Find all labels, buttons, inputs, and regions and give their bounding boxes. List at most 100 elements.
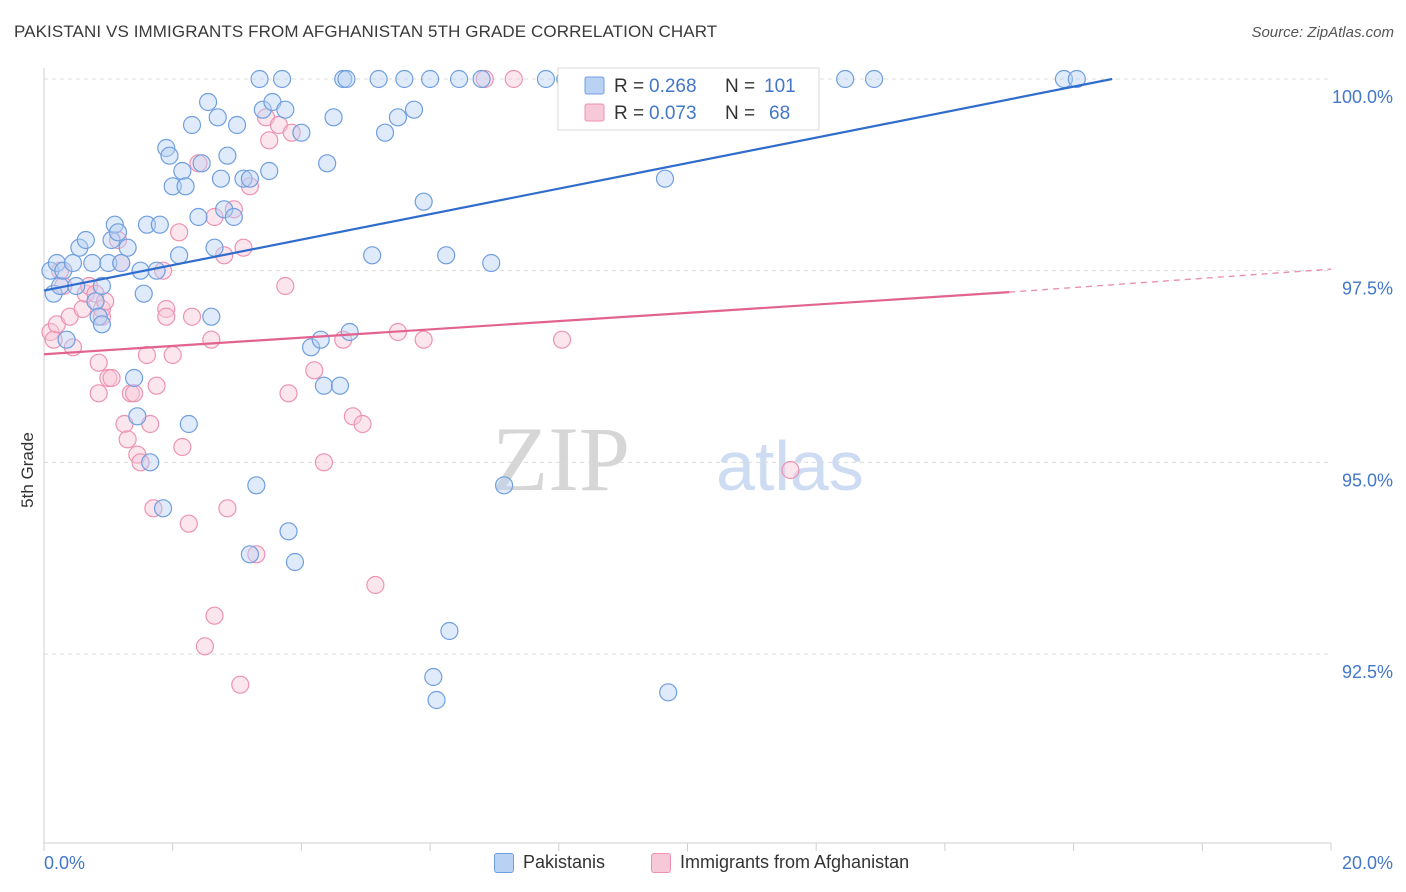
trend-line-pakistanis — [43, 77, 1113, 292]
afghanistan-point-42 — [205, 606, 224, 625]
afghanistan-point-44 — [218, 499, 237, 518]
legend-label-pakistanis: Pakistanis — [523, 852, 606, 872]
pakistanis-point-26 — [141, 453, 160, 472]
stats-n-label-2: N = — [725, 103, 755, 124]
pakistanis-point-66 — [324, 108, 343, 127]
stats-r-label-2: R = — [614, 103, 644, 124]
pakistanis-point-42 — [205, 238, 224, 257]
pakistanis-point-50 — [240, 169, 260, 188]
pakistanis-point-43 — [208, 108, 227, 127]
stats-legend: R = 0.268 N = 101 R = 0.073 N = 68 — [557, 67, 820, 131]
pakistanis-point-75 — [395, 69, 414, 89]
afghanistan-point-21 — [118, 430, 137, 449]
pakistanis-point-11 — [86, 292, 105, 311]
pakistanis-point-97 — [836, 69, 855, 89]
pakistanis-point-55 — [260, 161, 279, 181]
pakistanis-point-83 — [449, 69, 469, 89]
pakistanis-point-44 — [211, 169, 231, 188]
afghanistan-point-45 — [224, 200, 243, 219]
legend-item-afghanistan: Immigrants from Afghanistan — [651, 852, 909, 873]
pakistanis-point-69 — [337, 69, 356, 89]
x-tick-label-min: 0.0% — [44, 853, 85, 873]
pakistanis-point-60 — [285, 552, 305, 572]
pakistanis-point-84 — [472, 69, 491, 89]
pakistanis-point-46 — [218, 146, 237, 165]
pakistanis-point-59 — [279, 522, 298, 541]
pakistanis-point-37 — [182, 115, 202, 135]
series-afghanistan-points — [41, 69, 800, 694]
pakistanis-point-38 — [189, 207, 208, 227]
stats-n-label-1: N = — [725, 76, 755, 97]
stats-n-value-2: 68 — [769, 103, 790, 124]
y-tick-label-2: 97.5% — [1342, 279, 1393, 299]
pakistanis-point-87 — [536, 69, 556, 89]
pakistanis-point-39 — [192, 154, 211, 173]
afghanistan-point-15 — [96, 292, 115, 311]
stats-r-label-1: R = — [614, 76, 644, 97]
pakistanis-point-40 — [198, 92, 218, 112]
pakistanis-point-41 — [202, 307, 221, 326]
pakistanis-point-53 — [250, 69, 269, 89]
afghanistan-point-61 — [366, 575, 385, 595]
legend-swatch-afghanistan — [651, 852, 671, 873]
pakistanis-point-29 — [153, 499, 173, 518]
pakistanis-point-94 — [659, 683, 678, 702]
pakistanis-point-67 — [330, 376, 350, 395]
afghanistan-point-59 — [343, 407, 362, 426]
afghanistan-point-29 — [147, 376, 166, 395]
afghanistan-point-23 — [124, 384, 144, 403]
gridlines — [44, 78, 1331, 655]
afghanistan-point-56 — [305, 361, 324, 380]
afghanistan-point-46 — [231, 675, 250, 694]
pakistanis-point-48 — [227, 115, 247, 135]
pakistanis-point-82 — [440, 621, 459, 641]
pakistanis-point-71 — [363, 246, 382, 265]
tick-labels: 92.5% 95.0% 97.5% 100.0% 0.0% 20.0% — [44, 87, 1393, 873]
pakistanis-point-19 — [112, 253, 131, 273]
y-tick-label-1: 95.0% — [1342, 470, 1393, 490]
afghanistan-point-53 — [276, 276, 295, 296]
pakistanis-point-79 — [424, 667, 443, 687]
pakistanis-point-14 — [92, 315, 112, 334]
afghanistan-point-51 — [260, 131, 279, 150]
afghanistan-point-40 — [202, 330, 221, 349]
pakistanis-point-49 — [234, 169, 253, 188]
pakistanis-point-22 — [128, 407, 147, 426]
pakistanis-point-4 — [54, 261, 73, 280]
pakistanis-point-54 — [253, 100, 272, 119]
afghanistan-point-37 — [182, 307, 202, 326]
pakistanis-point-35 — [176, 177, 195, 196]
pakistanis-point-9 — [76, 230, 95, 250]
pakistanis-point-62 — [301, 338, 321, 357]
afghanistan-point-34 — [170, 223, 189, 242]
pakistanis-point-85 — [482, 253, 501, 273]
legend-swatch-pakistanis — [494, 852, 514, 873]
pakistanis-point-65 — [318, 154, 337, 173]
pakistanis-point-25 — [137, 215, 157, 234]
pakistanis-point-72 — [369, 69, 388, 89]
legend-item-pakistanis: Pakistanis — [494, 852, 605, 873]
trend-lines — [43, 77, 1332, 356]
pakistanis-point-100 — [1067, 69, 1086, 89]
pakistanis-point-98 — [865, 69, 884, 89]
afghanistan-point-12 — [89, 384, 108, 403]
pakistanis-point-73 — [375, 123, 395, 142]
pakistanis-point-28 — [150, 215, 169, 234]
source-credit: Source: ZipAtlas.com — [1251, 24, 1394, 41]
afghanistan-point-60 — [353, 414, 372, 434]
pakistanis-point-63 — [311, 330, 330, 349]
afghanistan-point-35 — [173, 437, 192, 457]
trend-line-afghanistan — [43, 291, 1010, 356]
pakistanis-point-24 — [134, 284, 153, 303]
legend-label-afghanistan: Immigrants from Afghanistan — [680, 852, 910, 872]
pakistanis-point-27 — [147, 261, 166, 280]
stats-r-value-2: 0.073 — [649, 103, 697, 124]
pakistanis-point-15 — [99, 253, 118, 273]
pakistanis-point-70 — [340, 322, 359, 342]
afghanistan-point-54 — [279, 384, 298, 403]
pakistanis-point-18 — [108, 223, 128, 242]
pakistanis-point-47 — [224, 207, 243, 227]
pakistanis-point-36 — [179, 414, 198, 434]
pakistanis-point-34 — [173, 161, 192, 181]
pakistanis-point-64 — [314, 376, 334, 395]
